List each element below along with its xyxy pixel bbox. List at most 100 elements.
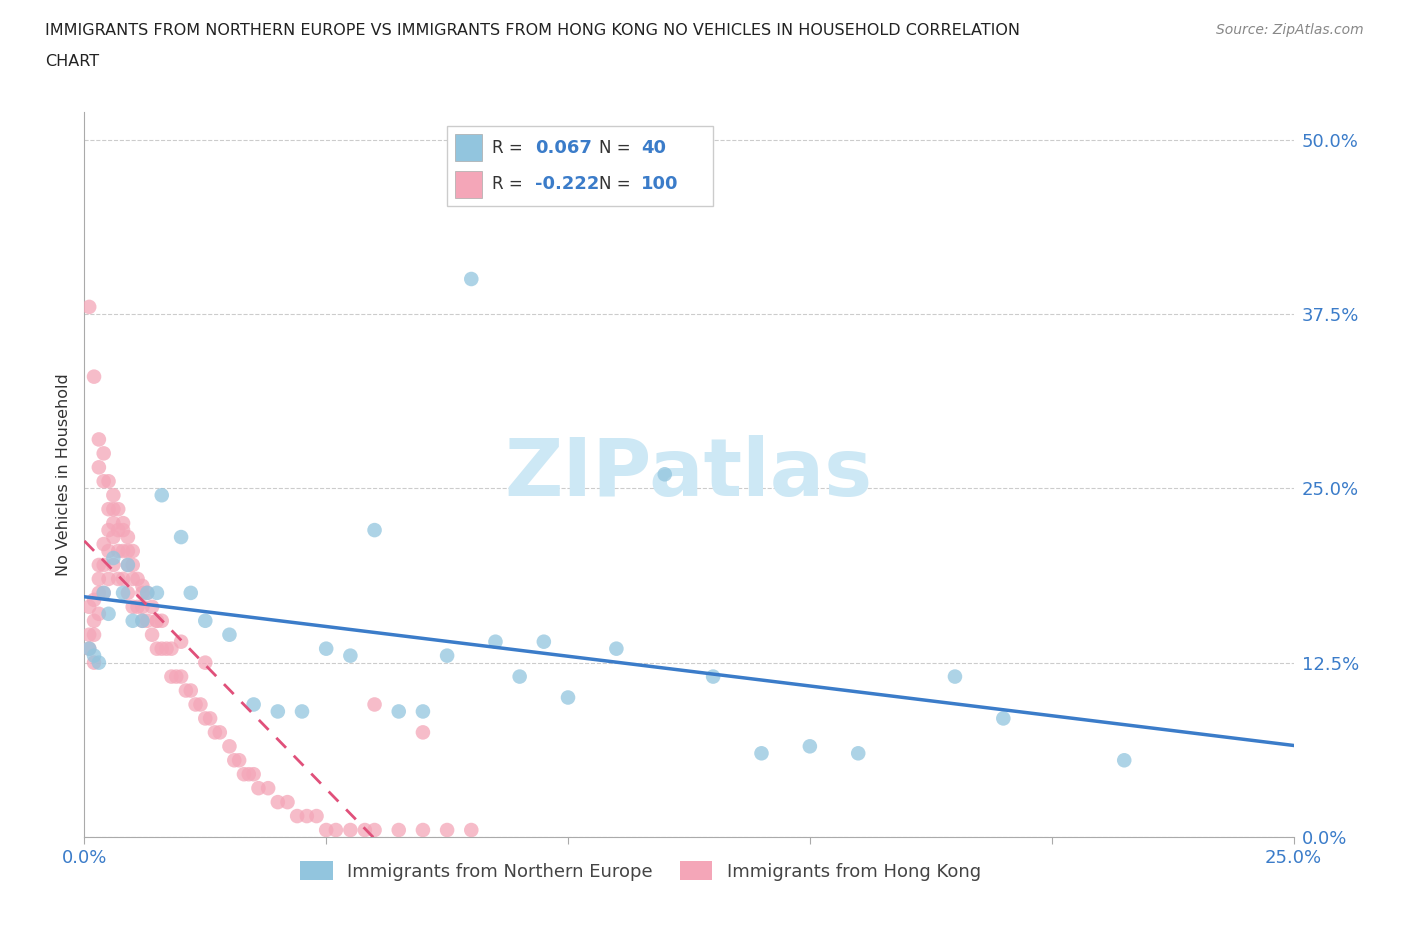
Point [412, 823, 434, 838]
Point [150, 488, 173, 503]
Point [93, 586, 115, 601]
Point [83, 592, 105, 607]
Point [131, 578, 153, 593]
Point [117, 558, 139, 573]
Point [363, 698, 385, 712]
Point [354, 823, 377, 838]
Point [77, 299, 100, 314]
Point [121, 544, 143, 559]
Point [295, 809, 318, 824]
Point [136, 614, 159, 629]
Point [194, 614, 217, 629]
Point [112, 544, 135, 559]
Point [87, 571, 110, 587]
Point [228, 753, 250, 768]
Point [155, 642, 177, 657]
Point [112, 571, 135, 587]
Point [388, 704, 411, 719]
Point [131, 586, 153, 601]
Point [146, 614, 169, 629]
Text: IMMIGRANTS FROM NORTHERN EUROPE VS IMMIGRANTS FROM HONG KONG NO VEHICLES IN HOUS: IMMIGRANTS FROM NORTHERN EUROPE VS IMMIG… [45, 23, 1019, 38]
Point [267, 794, 290, 809]
Point [103, 516, 125, 531]
Point [305, 809, 328, 824]
Point [103, 530, 125, 545]
Point [121, 558, 143, 573]
Point [224, 753, 246, 768]
Point [103, 551, 125, 565]
Point [184, 698, 207, 712]
Point [131, 614, 153, 629]
Point [204, 725, 226, 740]
Point [751, 746, 773, 761]
Point [291, 704, 314, 719]
Point [1114, 753, 1136, 768]
Point [363, 823, 385, 838]
Point [87, 460, 110, 475]
Point [77, 642, 100, 657]
Point [436, 823, 458, 838]
Point [170, 670, 193, 684]
Point [97, 544, 120, 559]
Point [533, 634, 555, 649]
Point [180, 586, 202, 601]
Point [103, 558, 125, 573]
Point [83, 369, 105, 384]
Point [107, 523, 129, 538]
Point [276, 794, 298, 809]
Point [127, 600, 149, 615]
Point [247, 781, 270, 796]
Point [363, 523, 385, 538]
Point [412, 704, 434, 719]
Point [170, 634, 193, 649]
Point [190, 698, 212, 712]
Point [127, 571, 149, 587]
Point [93, 558, 115, 573]
Legend: Immigrants from Northern Europe, Immigrants from Hong Kong: Immigrants from Northern Europe, Immigra… [292, 854, 988, 888]
Point [77, 642, 100, 657]
Point [325, 823, 347, 838]
Point [121, 614, 143, 629]
Point [238, 766, 260, 781]
Point [93, 446, 115, 461]
Point [180, 684, 202, 698]
Point [799, 738, 821, 753]
Text: Source: ZipAtlas.com: Source: ZipAtlas.com [1216, 23, 1364, 37]
Point [87, 586, 110, 601]
Point [150, 614, 173, 629]
Point [165, 670, 187, 684]
Point [194, 656, 217, 671]
Point [146, 642, 169, 657]
Point [77, 600, 100, 615]
Point [97, 606, 120, 621]
Point [460, 272, 482, 286]
Point [112, 586, 135, 601]
Point [846, 746, 869, 761]
Point [141, 628, 163, 643]
Point [242, 766, 264, 781]
Point [107, 571, 129, 587]
Point [484, 634, 506, 649]
Point [117, 544, 139, 559]
Y-axis label: No Vehicles in Household: No Vehicles in Household [56, 373, 72, 576]
Point [121, 571, 143, 587]
Point [107, 502, 129, 517]
Point [121, 600, 143, 615]
Point [160, 670, 183, 684]
Point [993, 711, 1015, 726]
Point [257, 781, 280, 796]
Point [509, 670, 531, 684]
Point [315, 823, 337, 838]
Point [97, 571, 120, 587]
Point [131, 614, 153, 629]
Point [141, 600, 163, 615]
Point [208, 725, 231, 740]
Point [117, 530, 139, 545]
Point [83, 614, 105, 629]
Point [218, 738, 240, 753]
Point [112, 523, 135, 538]
Point [233, 766, 256, 781]
Point [136, 586, 159, 601]
Point [83, 648, 105, 663]
Point [315, 642, 337, 657]
